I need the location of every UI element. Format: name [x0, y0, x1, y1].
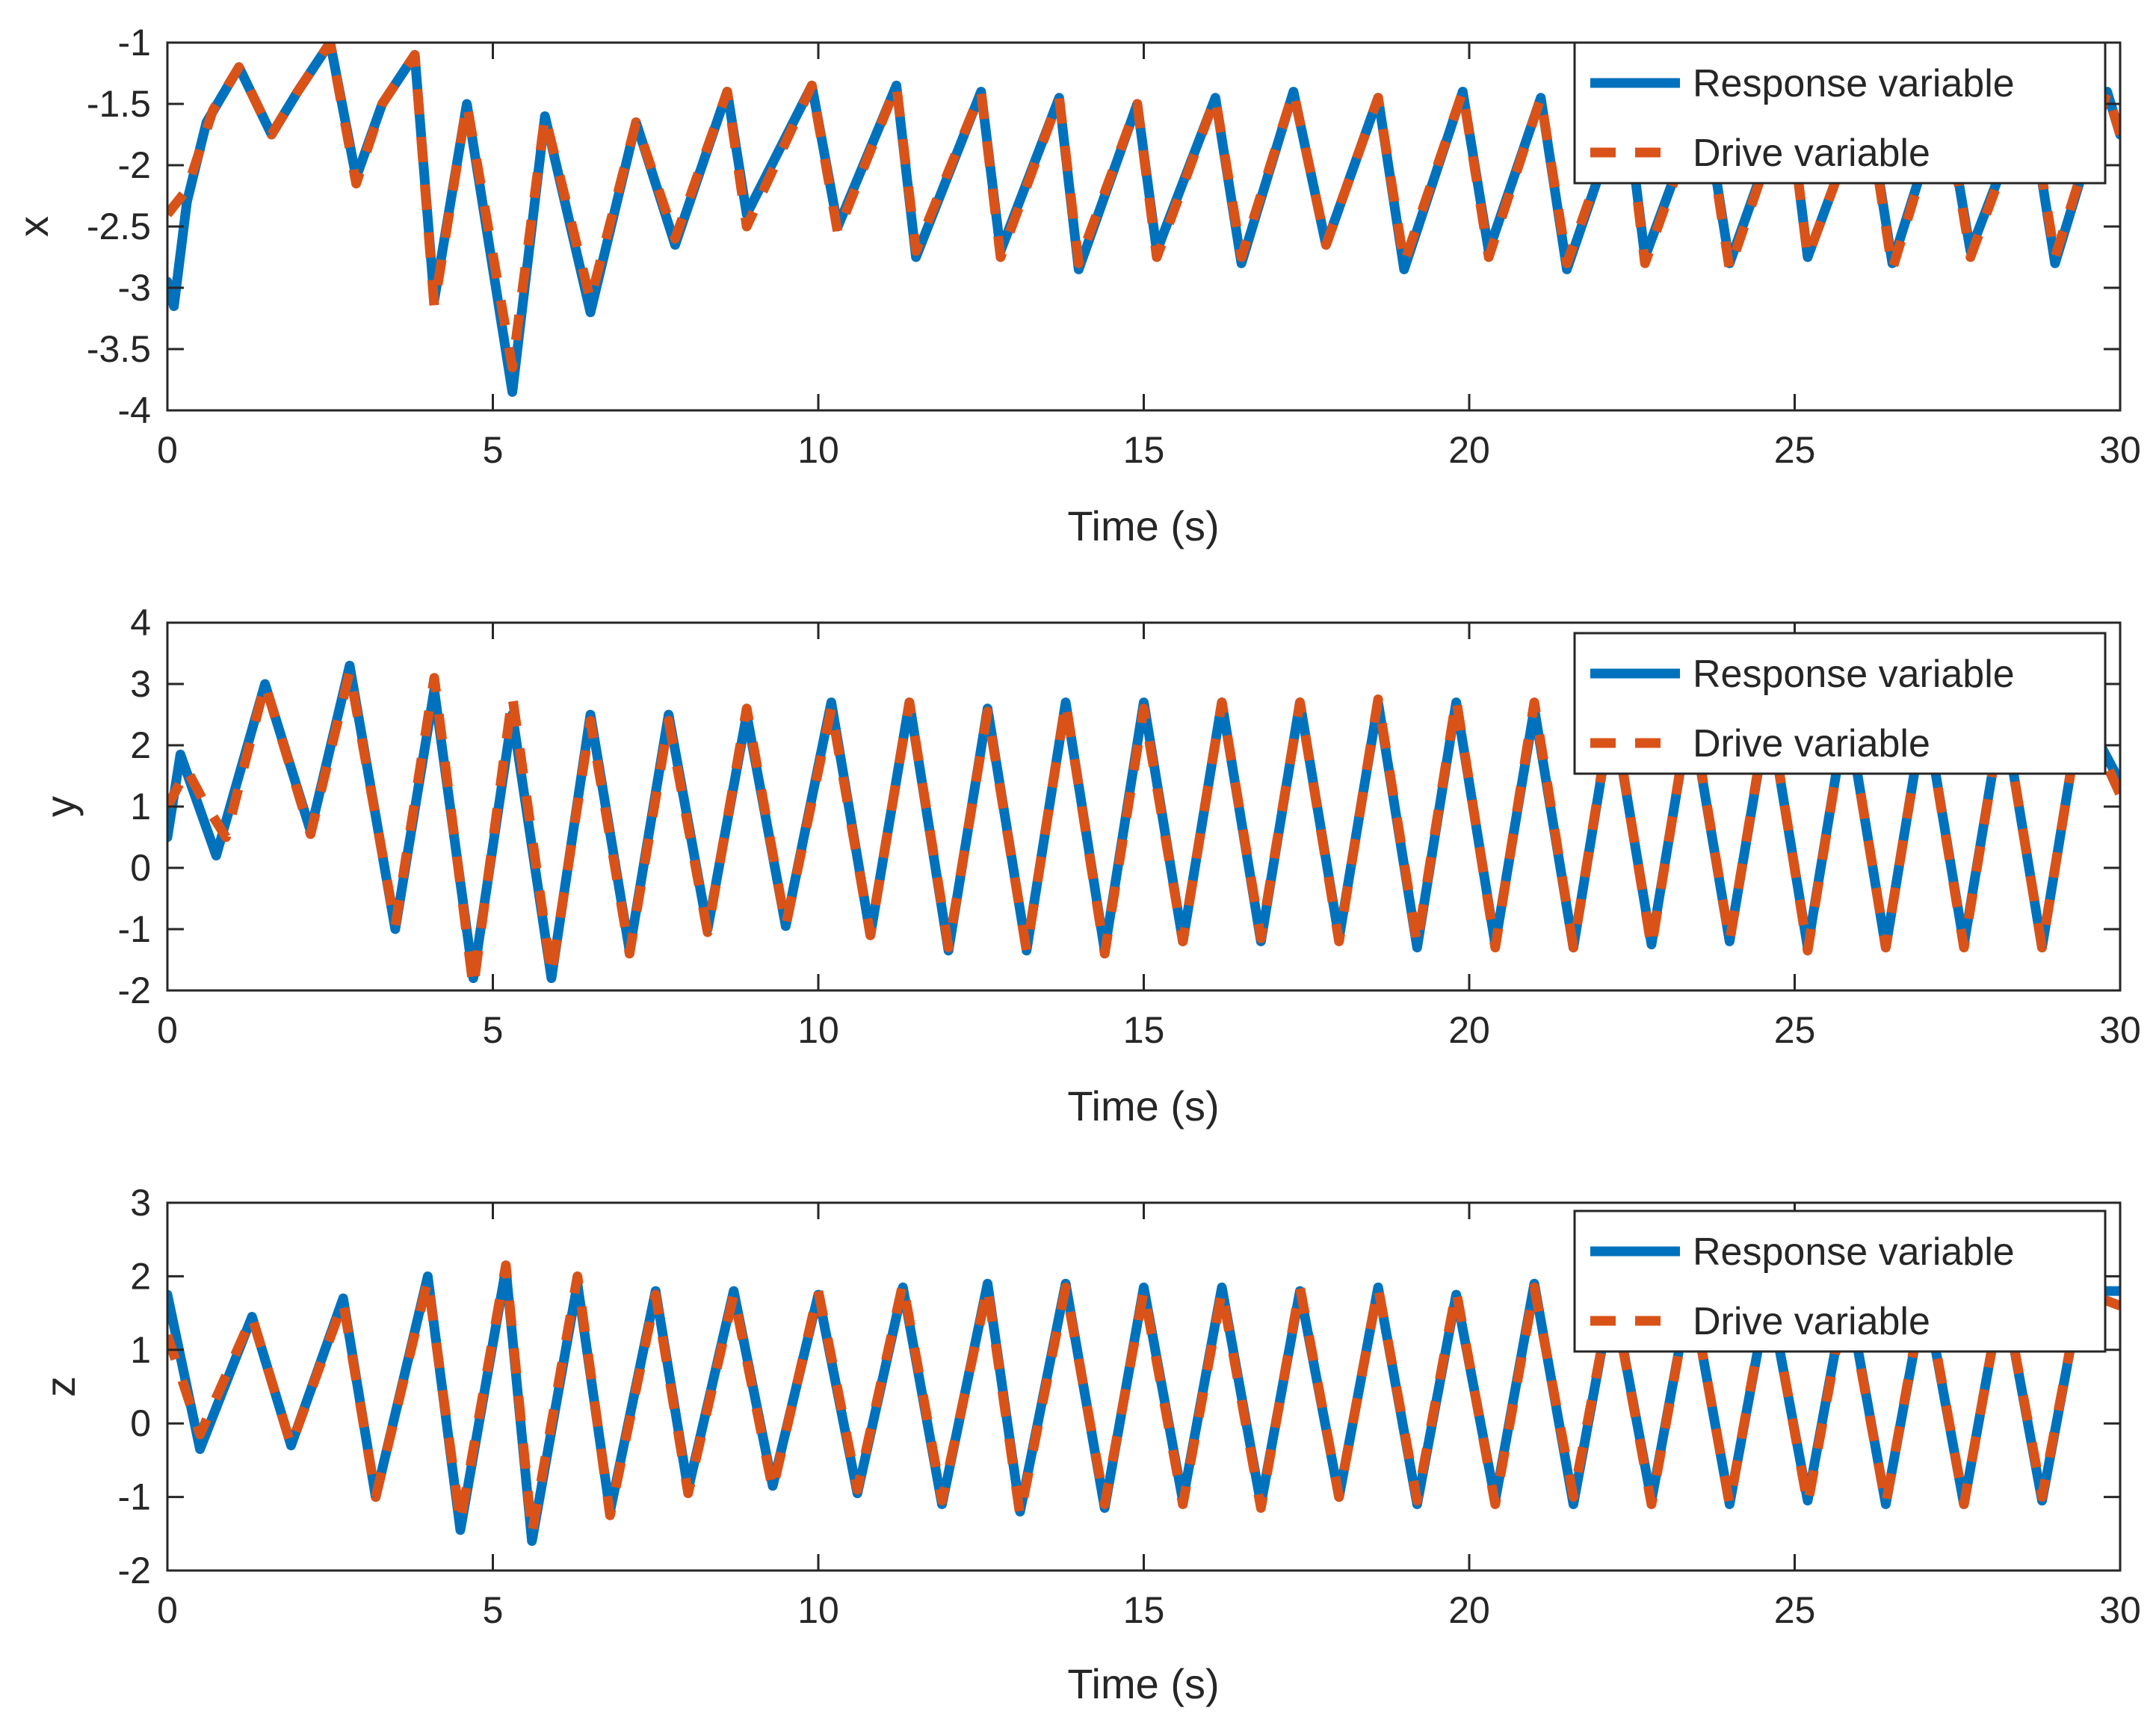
- y-tick-label: -1: [118, 1476, 151, 1518]
- x-tick-label: 0: [157, 1589, 178, 1631]
- x-axis-label: Time (s): [1067, 502, 1219, 549]
- x-axis-label: Time (s): [1067, 1660, 1219, 1707]
- subplot-x: 0 5 10 15 20 25 30 -4 -3.5 -3 -2.5 -2 -1.5 -1 Time (s…: [10, 22, 2141, 549]
- subplot-z: 0 5 10 15 20 25 30 -2 -1 0 1 2 3 Time (s) z Response…: [37, 1182, 2141, 1707]
- series-drive-line: [167, 1260, 2120, 1539]
- legend-drive-label: Drive variable: [1693, 722, 1930, 765]
- legend-box: [1573, 632, 2107, 775]
- x-tick-label: 15: [1123, 429, 1165, 471]
- x-tick-label: 25: [1774, 429, 1816, 471]
- legend: Response variable Drive variable: [1573, 1209, 2107, 1353]
- y-tick-label: -3.5: [87, 328, 151, 370]
- y-axis-label: z: [37, 1376, 84, 1397]
- legend-response-label: Response variable: [1693, 1230, 2015, 1274]
- y-tick-label: 3: [130, 663, 151, 705]
- x-tick-label: 20: [1448, 1009, 1490, 1051]
- legend-box: [1573, 1209, 2107, 1353]
- legend-drive-label: Drive variable: [1693, 1300, 1930, 1343]
- tick-layer: 0 5 10 15 20 25 30 -2 -1 0 1 2 3 4: [118, 602, 2141, 1051]
- y-tick-label: 4: [130, 602, 151, 644]
- y-tick-label: 2: [130, 1255, 151, 1297]
- legend-response-label: Response variable: [1693, 653, 2015, 696]
- series-layer: [167, 1260, 2120, 1547]
- x-tick-label: 5: [483, 1589, 504, 1631]
- x-tick-label: 10: [797, 1009, 839, 1051]
- legend-box: [1573, 41, 2107, 185]
- y-tick-label: -4: [118, 389, 151, 431]
- y-tick-label: 0: [130, 1402, 151, 1444]
- legend-drive-label: Drive variable: [1693, 132, 1930, 175]
- y-tick-label: -1.5: [87, 83, 151, 125]
- x-tick-label: 20: [1448, 429, 1490, 471]
- tick-layer: 0 5 10 15 20 25 30 -4 -3.5 -3 -2.5 -2 -1.5 -1: [87, 22, 2141, 471]
- x-tick-label: 30: [2099, 429, 2141, 471]
- x-tick-label: 10: [797, 429, 839, 471]
- subplot-y: 0 5 10 15 20 25 30 -2 -1 0 1 2 3 4 Time (s) y Respons…: [37, 602, 2141, 1129]
- x-tick-label: 30: [2099, 1589, 2141, 1631]
- y-tick-label: -2: [118, 144, 151, 186]
- legend: Response variable Drive variable: [1573, 41, 2107, 185]
- x-tick-label: 10: [797, 1589, 839, 1631]
- y-tick-label: 0: [130, 847, 151, 889]
- x-tick-label: 15: [1123, 1589, 1165, 1631]
- x-tick-label: 25: [1774, 1009, 1816, 1051]
- y-tick-label: -1: [118, 22, 151, 64]
- x-tick-label: 15: [1123, 1009, 1165, 1051]
- y-tick-label: -2: [118, 970, 151, 1011]
- y-tick-label: 3: [130, 1182, 151, 1224]
- y-tick-label: 2: [130, 724, 151, 766]
- x-tick-label: 0: [157, 1009, 178, 1051]
- series-layer: [167, 660, 2120, 990]
- x-tick-label: 25: [1774, 1589, 1816, 1631]
- legend-response-label: Response variable: [1693, 62, 2015, 105]
- x-tick-label: 30: [2099, 1009, 2141, 1051]
- x-tick-label: 20: [1448, 1589, 1490, 1631]
- y-axis-label: y: [37, 796, 84, 817]
- y-tick-label: -2: [118, 1550, 151, 1591]
- y-tick-label: 1: [130, 786, 151, 827]
- y-tick-label: 1: [130, 1329, 151, 1371]
- legend: Response variable Drive variable: [1573, 632, 2107, 775]
- x-tick-label: 5: [483, 1009, 504, 1051]
- series-drive-line: [167, 667, 2120, 990]
- x-axis-label: Time (s): [1067, 1082, 1219, 1129]
- y-tick-label: -3: [118, 267, 151, 309]
- tick-layer: 0 5 10 15 20 25 30 -2 -1 0 1 2 3: [118, 1182, 2141, 1631]
- y-tick-label: -2.5: [87, 206, 151, 247]
- y-axis-label: x: [10, 216, 57, 237]
- x-tick-label: 0: [157, 429, 178, 471]
- x-tick-label: 5: [483, 429, 504, 471]
- y-tick-label: -1: [118, 908, 151, 950]
